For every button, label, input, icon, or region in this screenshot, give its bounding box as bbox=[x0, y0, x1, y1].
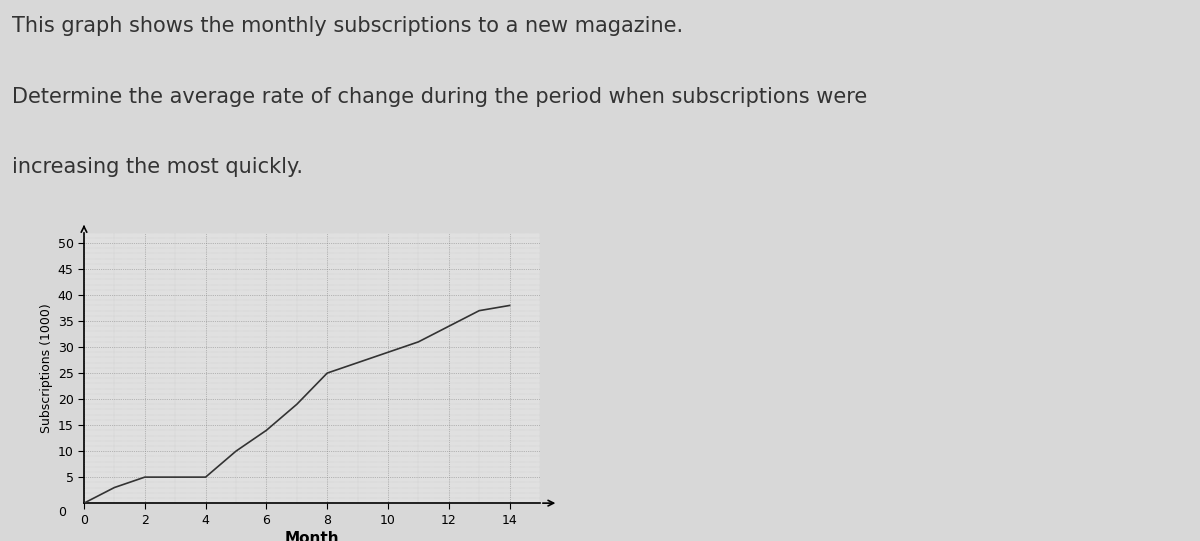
X-axis label: Month: Month bbox=[284, 531, 340, 541]
Text: Determine the average rate of change during the period when subscriptions were: Determine the average rate of change dur… bbox=[12, 87, 868, 107]
Text: increasing the most quickly.: increasing the most quickly. bbox=[12, 157, 302, 177]
Text: This graph shows the monthly subscriptions to a new magazine.: This graph shows the monthly subscriptio… bbox=[12, 16, 683, 36]
Text: 0: 0 bbox=[58, 506, 66, 519]
Y-axis label: Subscriptions (1000): Subscriptions (1000) bbox=[41, 303, 54, 433]
